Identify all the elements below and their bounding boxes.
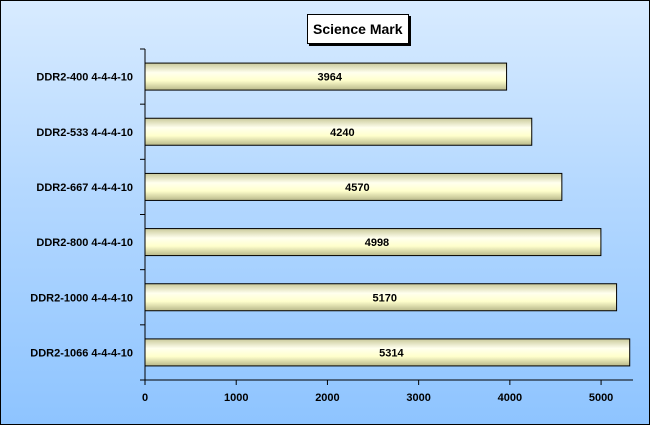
bar <box>144 62 508 91</box>
value-label: 4998 <box>365 237 389 249</box>
category-label: DDR2-400 4-4-4-10 <box>36 72 133 84</box>
bar <box>144 117 533 146</box>
chart-title: Science Mark <box>307 14 409 44</box>
value-label: 5314 <box>379 347 404 359</box>
value-label: 3964 <box>318 72 343 84</box>
x-tick-label: 5000 <box>589 392 613 404</box>
category-label: DDR2-1000 4-4-4-10 <box>30 292 133 304</box>
bar <box>144 283 618 312</box>
x-tick-label: 2000 <box>315 392 339 404</box>
bar <box>144 228 602 257</box>
category-label: DDR2-800 4-4-4-10 <box>36 237 133 249</box>
bar <box>144 172 563 201</box>
value-label: 5170 <box>373 292 397 304</box>
category-label: DDR2-533 4-4-4-10 <box>36 127 133 139</box>
category-label: DDR2-1066 4-4-4-10 <box>30 347 133 359</box>
x-tick-label: 4000 <box>498 392 522 404</box>
x-tick-label: 1000 <box>224 392 248 404</box>
x-tick-label: 0 <box>142 392 148 404</box>
x-tick-label: 3000 <box>406 392 430 404</box>
category-label: DDR2-667 4-4-4-10 <box>36 182 133 194</box>
value-label: 4240 <box>330 127 354 139</box>
value-label: 4570 <box>345 182 369 194</box>
